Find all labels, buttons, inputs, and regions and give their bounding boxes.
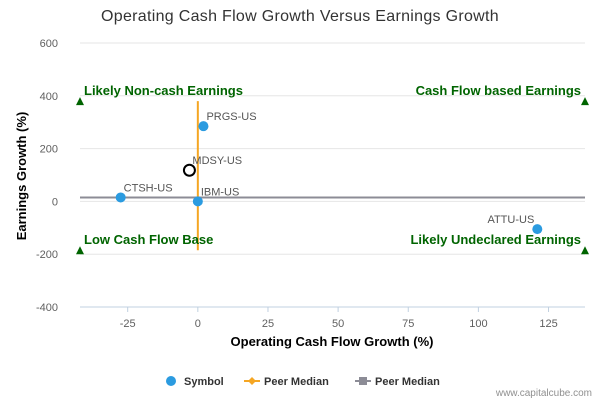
legend-item-label[interactable]: Symbol	[184, 376, 224, 388]
x-tick-label: 25	[262, 318, 274, 330]
x-tick-label: 0	[195, 318, 201, 330]
x-tick-label: 125	[539, 318, 557, 330]
y-tick-label: -400	[36, 302, 58, 314]
x-tick-label: 50	[332, 318, 344, 330]
y-tick-label: 200	[40, 144, 58, 156]
data-point-label: MDSY-US	[192, 155, 242, 167]
x-tick-label: 100	[469, 318, 487, 330]
quadrant-marker-triangle	[76, 97, 84, 106]
data-point-label: IBM-US	[201, 186, 240, 198]
quadrant-label: Likely Non-cash Earnings	[84, 83, 243, 98]
legend-item-label[interactable]: Peer Median	[264, 376, 329, 388]
credit-text: www.capitalcube.com	[495, 388, 592, 399]
data-point[interactable]	[115, 192, 126, 203]
y-tick-label: 600	[40, 38, 58, 50]
y-tick-label: 0	[52, 196, 58, 208]
data-point[interactable]	[532, 224, 543, 235]
quadrant-label: Cash Flow based Earnings	[416, 83, 581, 98]
legend-symbol-marker	[166, 376, 176, 386]
x-tick-label: -25	[120, 318, 136, 330]
quadrant-marker-triangle	[581, 97, 589, 106]
point-layer: PRGS-US MDSY-US CTSH-US IBM-US ATTU-US	[115, 111, 543, 235]
legend-item-label[interactable]: Peer Median	[375, 376, 440, 388]
quadrant-label: Likely Undeclared Earnings	[410, 232, 581, 247]
data-point-label: CTSH-US	[124, 182, 173, 194]
median-layer	[80, 101, 585, 251]
legend-peer-median-horizontal-marker	[359, 377, 367, 385]
quadrant-layer: Likely Non-cash Earnings Cash Flow based …	[76, 83, 589, 255]
legend-peer-median-vertical-marker	[248, 377, 256, 385]
axis-layer: -400 -200 0 200 400 600 -25 0 25 50 75 100 125	[36, 38, 585, 330]
x-tick-label: 75	[402, 318, 414, 330]
y-axis-title: Earnings Growth (%)	[14, 112, 29, 241]
data-point[interactable]	[198, 121, 209, 132]
y-tick-label: -200	[36, 249, 58, 261]
data-point-highlighted[interactable]	[182, 163, 196, 177]
chart-title: Operating Cash Flow Growth Versus Earnin…	[101, 8, 499, 25]
legend: Symbol Peer Median Peer Median	[166, 376, 440, 388]
data-point-label: PRGS-US	[206, 111, 256, 123]
quadrant-label: Low Cash Flow Base	[84, 232, 213, 247]
quadrant-marker-triangle	[581, 246, 589, 255]
data-point-label: ATTU-US	[487, 214, 534, 226]
data-point[interactable]	[192, 196, 203, 207]
x-axis-title: Operating Cash Flow Growth (%)	[231, 334, 434, 349]
y-tick-label: 400	[40, 91, 58, 103]
quadrant-marker-triangle	[76, 246, 84, 255]
